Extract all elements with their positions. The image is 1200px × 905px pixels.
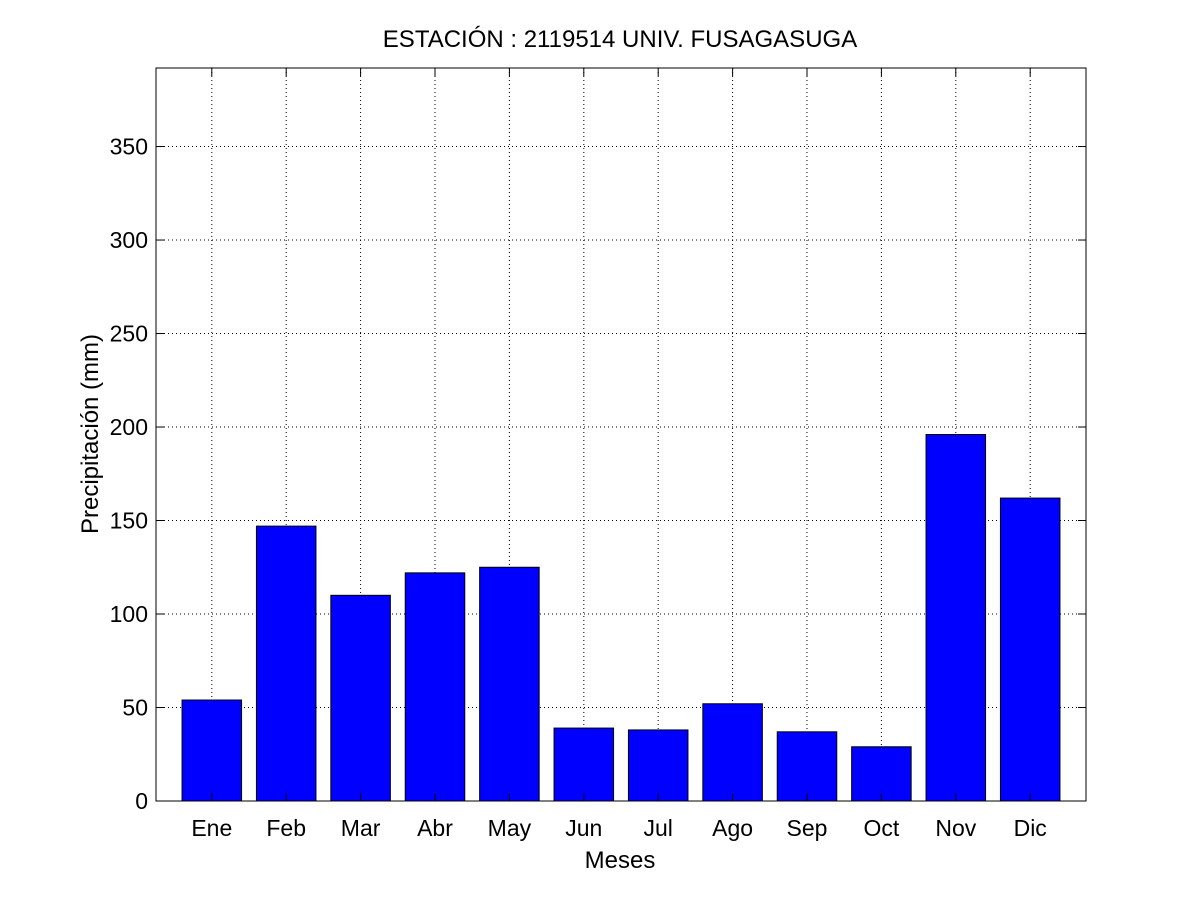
x-tick-labels: Ene Feb Mar Abr May Jun Jul Ago Sep Oct Nov Dic	[191, 815, 1046, 841]
y-tick-label: 350	[110, 134, 148, 160]
grid-lines	[156, 68, 1086, 801]
y-tick-label: 200	[110, 414, 148, 440]
bar-mar	[330, 594, 391, 802]
x-tick-label: Feb	[266, 815, 306, 841]
y-tick-label: 0	[135, 788, 148, 814]
y-tick-label: 50	[122, 695, 148, 721]
bar-sep	[776, 731, 838, 802]
x-tick-label: Abr	[417, 815, 453, 841]
x-tick-label: Ene	[191, 815, 232, 841]
y-tick-labels: 0 50 100 150 200 250 300 350	[110, 134, 148, 814]
x-tick-label: Oct	[864, 815, 900, 841]
tick-marks	[156, 68, 1086, 802]
bar-feb	[255, 525, 317, 802]
y-tick-label: 250	[110, 321, 148, 347]
x-tick-label: Dic	[1014, 815, 1047, 841]
plot-frame	[155, 67, 1087, 802]
x-tick-label: May	[488, 815, 532, 841]
y-axis-label: Precipitación (mm)	[77, 334, 104, 534]
bar-may	[479, 566, 540, 802]
x-tick-label: Jul	[643, 815, 672, 841]
x-tick-label: Jun	[565, 815, 602, 841]
bar-abr	[404, 572, 466, 802]
x-tick-label: Ago	[712, 815, 753, 841]
bar-jun	[553, 727, 615, 802]
x-tick-label: Mar	[341, 815, 381, 841]
x-tick-label: Nov	[935, 815, 976, 841]
x-axis-label: Meses	[585, 847, 656, 874]
x-tick-label: Sep	[787, 815, 828, 841]
bar-ago	[702, 703, 763, 802]
y-tick-label: 100	[110, 601, 148, 627]
y-tick-label: 150	[110, 508, 148, 534]
chart-title: ESTACIÓN : 2119514 UNIV. FUSAGASUGA	[383, 26, 857, 53]
y-tick-label: 300	[110, 227, 148, 253]
bar-jul	[627, 729, 689, 802]
bar-ene	[181, 699, 243, 802]
bar-dic	[999, 497, 1061, 802]
bar-nov	[925, 434, 987, 802]
bar-oct	[851, 746, 912, 802]
bars	[181, 434, 1061, 802]
